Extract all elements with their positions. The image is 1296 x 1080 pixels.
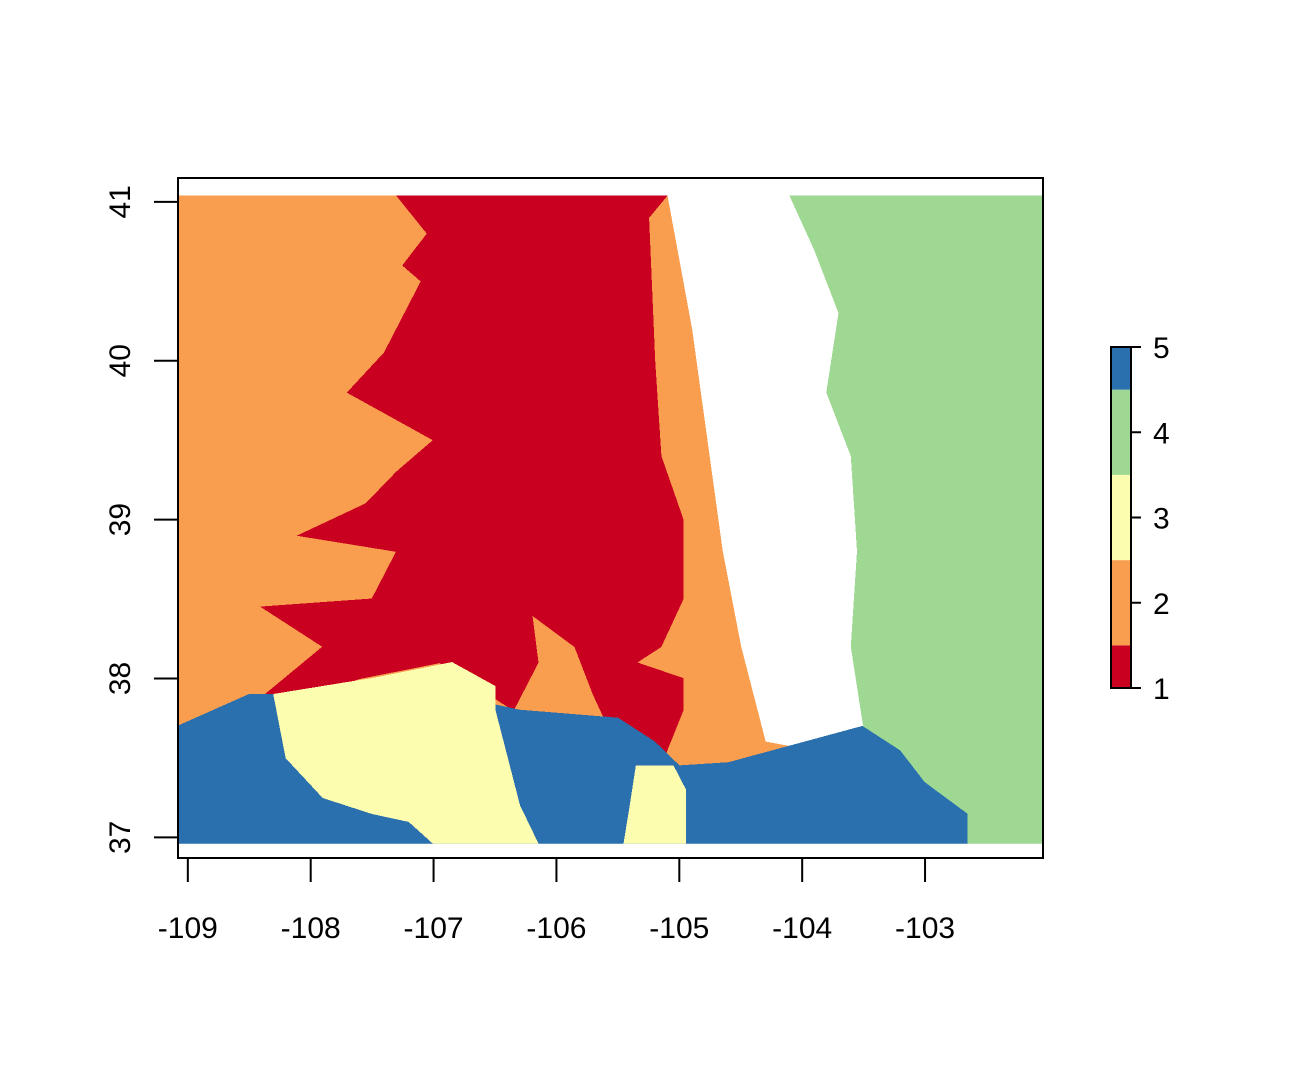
legend-label: 1 [1153,673,1170,706]
y-tick-label: 41 [104,185,137,218]
legend-frame [1110,346,1132,689]
y-tick-label: 37 [104,821,137,854]
y-tick-label: 40 [104,344,137,377]
x-tick-label: -103 [895,912,955,945]
class-3-region [273,662,539,844]
color-legend: 1 2 3 4 5 [1110,332,1170,706]
legend-label: 4 [1153,417,1170,450]
y-tick-label: 38 [104,662,137,695]
legend-swatch [1111,645,1131,688]
legend-swatch [1111,474,1131,561]
x-tick-label: -107 [404,912,464,945]
legend-label: 3 [1153,503,1170,536]
legend-swatch [1111,560,1131,646]
x-tick-label: -106 [526,912,586,945]
class-3-south-patch [623,765,686,844]
legend-label: 2 [1153,588,1170,621]
legend-swatch [1111,347,1131,390]
axes: -109 -108 -107 -106 -105 -104 -103 37 38 39 40 41 [104,177,1044,945]
x-tick-label: -105 [649,912,709,945]
class-1-region [260,195,684,791]
x-tick-label: -109 [158,912,218,945]
class-4-region [789,195,1043,844]
legend-label: 5 [1153,332,1170,365]
x-tick-label: -108 [281,912,341,945]
y-tick-label: 39 [104,503,137,536]
map-raster [178,195,1043,844]
legend-swatch [1111,389,1131,475]
x-tick-label: -104 [772,912,832,945]
